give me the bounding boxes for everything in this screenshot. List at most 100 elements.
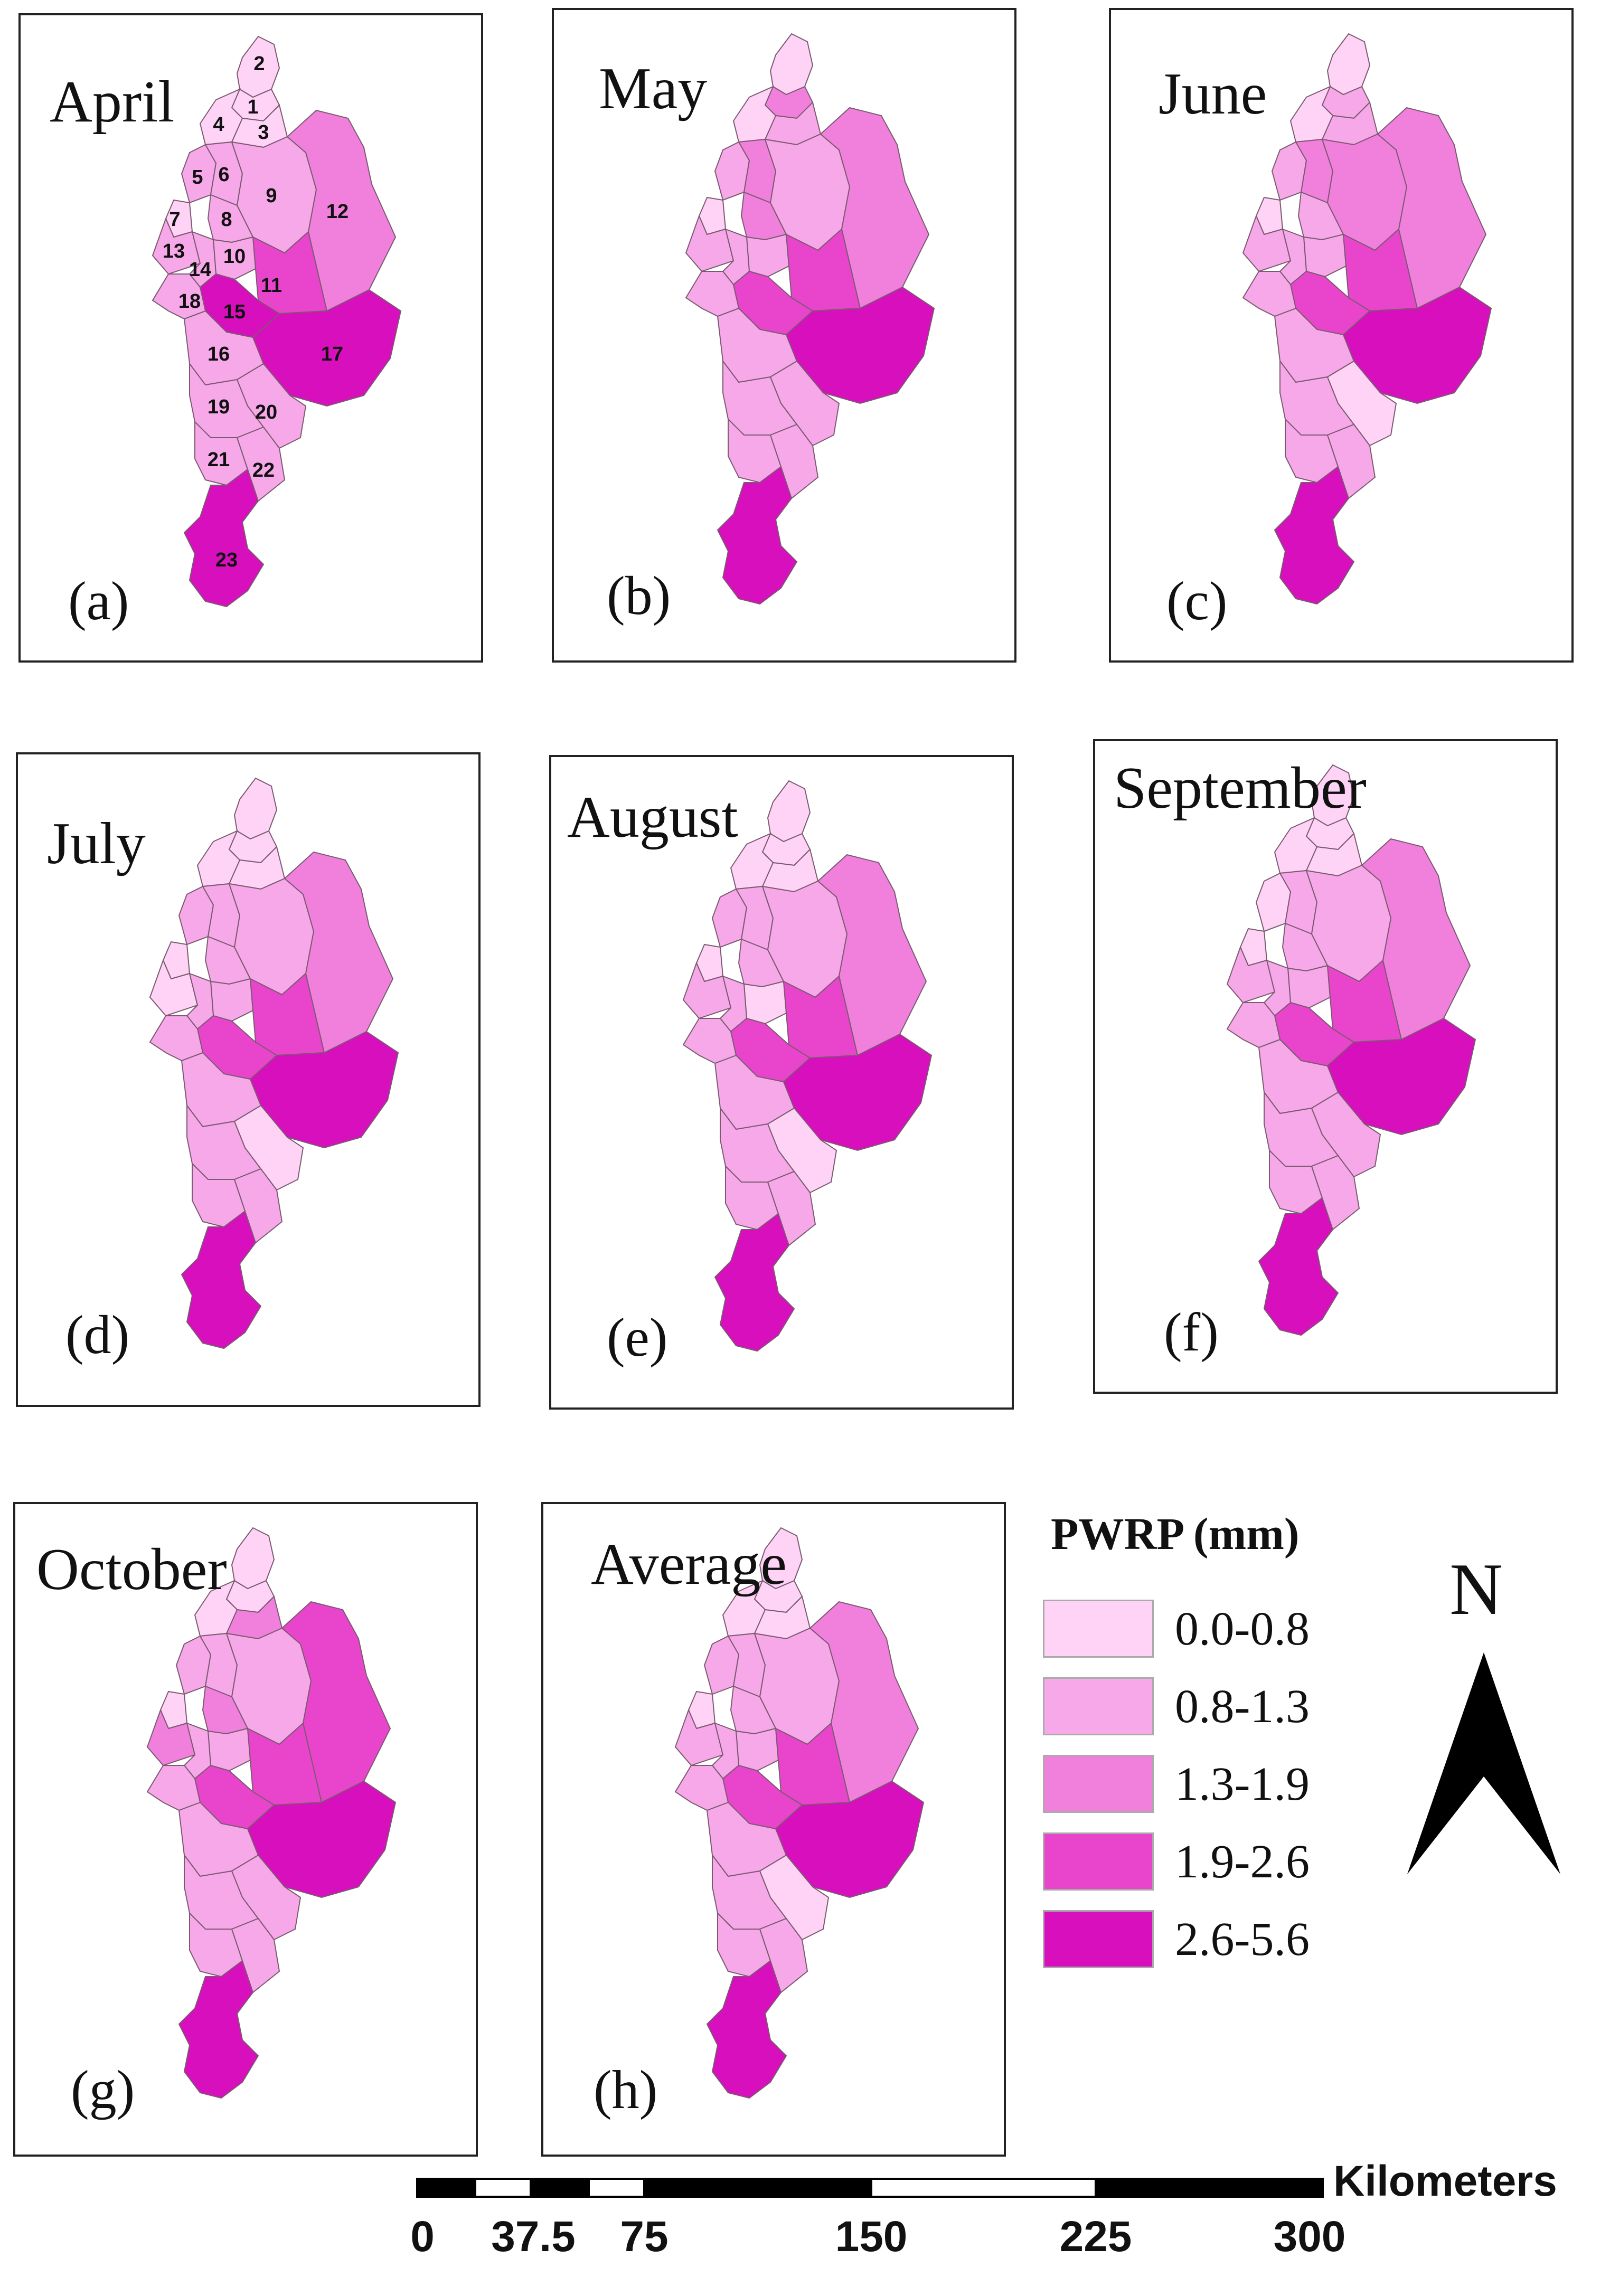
district-18	[146, 1765, 201, 1811]
district-number-label: 18	[178, 290, 201, 313]
district-number-label: 7	[169, 209, 180, 231]
district-12	[809, 1601, 919, 1803]
legend-swatch	[1043, 1832, 1154, 1891]
district-18	[674, 1765, 729, 1811]
district-2	[767, 780, 811, 843]
district-20	[236, 363, 307, 449]
district-12	[1361, 838, 1471, 1041]
map-panel-april: 1 2 3 4 5 6 7 8 9 10 11 12 13 14 15 16 17 18 19 20 21 22 23 Ap…	[18, 13, 483, 663]
map-panel-june: June (c)	[1109, 8, 1574, 663]
map-panel-july: July (d)	[16, 752, 481, 1407]
map-panel-october: October (g)	[13, 1502, 478, 2157]
district-12	[1377, 107, 1487, 309]
panel-title: April	[50, 69, 175, 135]
legend-label: 2.6-5.6	[1175, 1913, 1310, 1966]
map-panel-august: August (e)	[549, 755, 1014, 1410]
district-4	[196, 830, 241, 887]
district-18	[152, 273, 206, 320]
district-23	[706, 1960, 787, 2099]
panel-label: (d)	[65, 1305, 130, 1365]
panel-title: May	[599, 56, 708, 121]
district-4	[722, 1580, 766, 1637]
scale-segment	[588, 2178, 645, 2198]
district-17	[785, 286, 935, 404]
district-12	[286, 109, 397, 312]
scale-segment	[416, 2178, 476, 2198]
district-4	[199, 88, 243, 146]
panel-title: Average	[591, 1532, 787, 1597]
scale-segment	[1095, 2178, 1324, 2198]
scale-tick: 37.5	[491, 2213, 576, 2261]
north-label: N	[1449, 1548, 1503, 1630]
district-20	[759, 1854, 830, 1941]
district-20	[767, 1107, 837, 1194]
district-10	[1303, 233, 1347, 278]
panel-label: (c)	[1166, 571, 1228, 631]
district-2	[759, 1527, 803, 1590]
district-17	[775, 1780, 925, 1898]
district-number-label: 21	[208, 449, 230, 471]
district-20	[769, 360, 840, 447]
district-number-label: 10	[223, 245, 246, 268]
district-23	[181, 1210, 262, 1349]
legend-label: 1.3-1.9	[1175, 1758, 1310, 1810]
scale-tick: 150	[835, 2213, 908, 2261]
district-number-label: 14	[189, 259, 211, 281]
district-17	[247, 1780, 397, 1898]
scale-segment	[870, 2178, 1097, 2198]
north-arrow-icon	[1407, 1652, 1560, 1874]
district-2	[236, 35, 280, 98]
district-4	[1274, 817, 1318, 874]
district-number-label: 11	[261, 275, 282, 297]
district-number-label: 4	[213, 114, 224, 136]
district-20	[231, 1854, 302, 1941]
district-20	[1326, 360, 1397, 447]
district-number-label: 19	[208, 396, 230, 418]
map-panel-september: September (f)	[1093, 739, 1558, 1394]
panel-label: (g)	[71, 2059, 135, 2120]
district-17	[1326, 1017, 1476, 1136]
district-2	[1326, 33, 1371, 96]
district-23	[178, 1960, 259, 2099]
district-23	[717, 466, 798, 605]
legend-swatch	[1043, 1677, 1154, 1735]
district-18	[1242, 271, 1297, 317]
district-2	[1311, 764, 1355, 827]
scale-tick: 225	[1059, 2213, 1132, 2261]
district-18	[685, 271, 740, 317]
district-17	[783, 1033, 933, 1151]
panel-label: (a)	[68, 571, 129, 631]
district-20	[1311, 1091, 1381, 1178]
district-17	[252, 289, 402, 407]
district-number-label: 6	[218, 164, 229, 186]
legend-swatch	[1043, 1910, 1154, 1968]
district-number-label: 8	[221, 209, 232, 231]
district-12	[281, 1601, 391, 1803]
district-map	[685, 33, 935, 605]
legend-swatch	[1043, 1755, 1154, 1813]
district-10	[743, 980, 787, 1025]
district-12	[820, 107, 930, 309]
district-number-label: 13	[163, 240, 185, 262]
legend-label: 1.9-2.6	[1175, 1836, 1310, 1888]
map-panel-average: Average (h)	[541, 1502, 1006, 2157]
district-map	[1226, 764, 1476, 1336]
panel-title: September	[1114, 755, 1367, 821]
district-number-label: 17	[321, 343, 343, 365]
scale-tick: 300	[1273, 2213, 1346, 2261]
district-12	[817, 854, 927, 1056]
district-23	[1258, 1197, 1339, 1336]
scale-tick: 0	[410, 2213, 435, 2261]
panel-title: October	[36, 1537, 227, 1602]
district-number-label: 3	[258, 121, 269, 144]
panel-label: (h)	[594, 2059, 658, 2120]
district-12	[284, 851, 394, 1054]
district-4	[730, 833, 774, 890]
legend-swatch	[1043, 1600, 1154, 1658]
scale-segment	[643, 2178, 872, 2198]
district-number-label: 22	[252, 459, 275, 481]
scale-unit: Kilometers	[1333, 2157, 1557, 2205]
district-number-label: 15	[223, 301, 246, 323]
district-18	[682, 1018, 737, 1064]
map-panel-may: May (b)	[552, 8, 1016, 663]
